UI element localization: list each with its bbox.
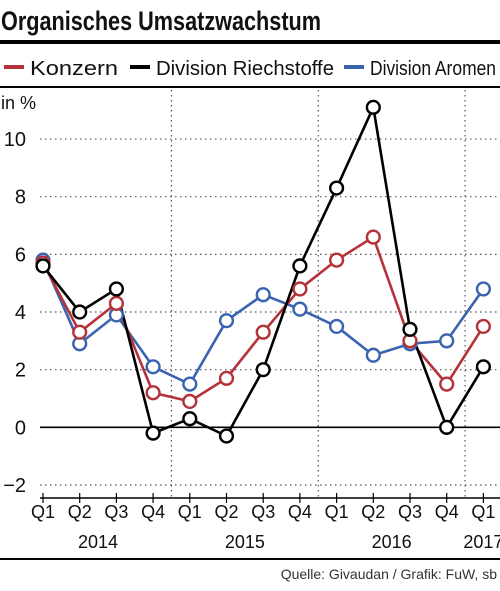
- data-point-1: [145, 425, 161, 441]
- data-point-1: [182, 411, 198, 427]
- data-point-0: [365, 229, 381, 245]
- year-label: 2014: [78, 532, 118, 552]
- legend-label-1: Division Riechstoffe: [156, 58, 334, 80]
- chart-title: Organisches Umsatzwachstum: [1, 6, 321, 36]
- y-tick-label: 8: [15, 187, 26, 209]
- legend-rule: [0, 86, 500, 88]
- data-point-2: [145, 359, 161, 375]
- title-rule: [0, 40, 500, 44]
- data-point-0: [218, 370, 235, 386]
- data-point-1: [365, 99, 381, 115]
- x-tick-label: Q3: [398, 502, 422, 522]
- data-point-1: [439, 419, 455, 435]
- data-point-0: [292, 281, 308, 297]
- data-point-0: [182, 393, 198, 409]
- y-tick-label: 0: [15, 417, 26, 439]
- data-point-2: [182, 376, 198, 392]
- data-point-1: [255, 362, 271, 378]
- x-tick-label: Q4: [435, 502, 459, 522]
- year-label: 2015: [225, 532, 265, 552]
- data-point-2: [365, 347, 381, 363]
- data-point-1: [108, 281, 125, 297]
- source-note: Quelle: Givaudan / Grafik: FuW, sb: [281, 566, 498, 582]
- data-point-1: [218, 428, 235, 444]
- data-point-2: [292, 301, 308, 317]
- x-tick-label: Q1: [178, 502, 202, 522]
- series-line-1: [41, 106, 485, 438]
- data-point-1: [35, 258, 51, 274]
- bottom-rule: [0, 558, 500, 560]
- y-tick-label: −2: [3, 475, 26, 497]
- data-point-0: [475, 318, 492, 335]
- x-tick-label: Q1: [325, 502, 349, 522]
- data-point-1: [402, 321, 418, 337]
- data-point-0: [108, 295, 125, 311]
- year-label: 2016: [372, 532, 412, 552]
- x-tick-label: Q1: [471, 502, 495, 522]
- x-tick-label: Q4: [141, 502, 165, 522]
- data-point-2: [255, 287, 271, 303]
- x-tick-label: Q2: [361, 502, 385, 522]
- data-point-2: [475, 281, 492, 297]
- legend-label-0: Konzern: [30, 58, 118, 80]
- data-point-2: [218, 313, 235, 329]
- x-tick-label: Q2: [214, 502, 238, 522]
- data-point-1: [72, 304, 88, 320]
- y-tick-label: 10: [4, 129, 26, 151]
- data-point-0: [329, 252, 345, 268]
- y-tick-label: 4: [15, 302, 26, 324]
- data-point-2: [439, 333, 455, 349]
- y-tick-label: 6: [15, 244, 26, 266]
- data-point-0: [72, 324, 88, 340]
- y-axis-label: in %: [1, 93, 36, 113]
- data-point-1: [475, 359, 492, 375]
- x-tick-label: Q3: [104, 502, 128, 522]
- data-point-0: [255, 324, 271, 340]
- x-tick-label: Q2: [68, 502, 92, 522]
- x-tick-label: Q4: [288, 502, 312, 522]
- y-tick-label: 2: [15, 360, 26, 382]
- x-tick-label: Q1: [31, 502, 55, 522]
- data-point-1: [329, 180, 345, 196]
- data-point-0: [145, 385, 161, 401]
- data-point-1: [292, 258, 308, 274]
- data-point-0: [439, 376, 455, 392]
- data-point-2: [329, 318, 345, 335]
- year-label: 2017: [463, 532, 500, 552]
- legend-label-2: Division Aromen: [370, 58, 496, 80]
- x-tick-label: Q3: [251, 502, 275, 522]
